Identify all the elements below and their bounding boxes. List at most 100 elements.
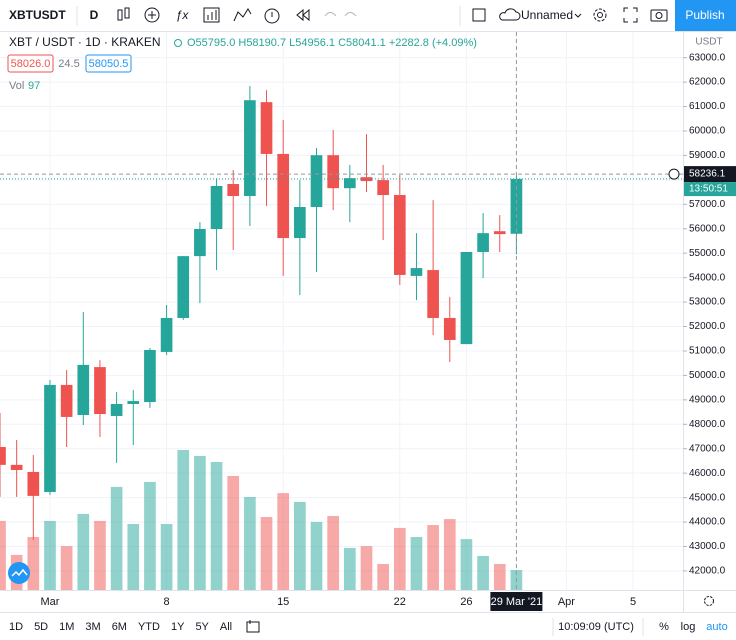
countdown: 13:50:51 — [689, 184, 728, 195]
indicators-icon[interactable] — [144, 7, 160, 23]
tv-logo — [8, 562, 30, 584]
x-tick-label: 22 — [394, 596, 406, 608]
publish-label[interactable]: Publish — [685, 8, 724, 22]
y-tick-label: 54000.0 — [689, 272, 726, 283]
auto-toggle[interactable]: auto — [706, 621, 727, 633]
volume-bar — [443, 519, 456, 590]
publish-button[interactable] — [675, 0, 736, 31]
range-button[interactable]: 1Y — [171, 621, 185, 633]
bars-icon[interactable] — [203, 7, 220, 23]
volume-bar — [210, 461, 223, 590]
volume-bar — [393, 527, 406, 590]
volume-bar — [410, 537, 423, 590]
volume-bar — [294, 501, 306, 590]
bottom-bar: 10:09:09 (UTC) % log auto 1D 5D 1M 3M 6M YTD 1… — [9, 618, 728, 636]
candle-body — [410, 268, 423, 276]
y-tick-label: 46000.0 — [689, 468, 726, 479]
candle-body — [393, 195, 406, 275]
candle-body — [44, 384, 56, 492]
dropdown-arrow[interactable] — [574, 13, 582, 18]
legend-pair: XBT / USDT · 1D · KRAKEN — [9, 35, 161, 49]
candles-icon[interactable] — [117, 7, 130, 21]
y-tick-label: 62000.0 — [689, 77, 726, 88]
candle-body — [144, 349, 156, 403]
y-tick-label: 52000.0 — [689, 321, 726, 332]
volume-bar — [110, 486, 123, 590]
x-tick-label: 29 Mar '21 — [491, 596, 543, 608]
replay-icon[interactable] — [296, 8, 310, 22]
candle-body — [294, 207, 306, 239]
candle-body — [210, 185, 223, 229]
snapshot-icon[interactable] — [650, 9, 668, 22]
volume-bar — [377, 564, 389, 590]
range-button[interactable]: 1M — [59, 621, 74, 633]
ask[interactable]: 58050.5 — [89, 58, 129, 70]
candle-body — [94, 367, 106, 415]
alert-icon[interactable] — [264, 8, 280, 24]
candle-body — [260, 102, 273, 154]
candle-body — [310, 155, 323, 208]
volume-bar — [493, 564, 506, 590]
layout-name[interactable]: Unnamed — [521, 8, 573, 22]
candle-body — [0, 447, 6, 465]
y-tick-label: 59000.0 — [689, 150, 726, 161]
x-tick-label: Mar — [40, 596, 59, 608]
symbol[interactable]: XBTUSDT — [9, 8, 66, 22]
candle-body — [60, 384, 73, 417]
x-tick-label: Apr — [558, 596, 575, 608]
cloud-icon[interactable] — [499, 8, 521, 21]
candle-body — [460, 251, 473, 345]
compare-icon[interactable] — [233, 8, 252, 22]
volume-bar — [94, 520, 106, 590]
volume-bar — [244, 497, 256, 590]
goto-icon[interactable] — [246, 620, 260, 633]
candle-body — [443, 317, 456, 340]
axis-settings[interactable] — [704, 596, 714, 606]
y-tick-label: 48000.0 — [689, 419, 726, 430]
log-toggle[interactable]: log — [681, 621, 696, 633]
range-button[interactable]: YTD — [138, 621, 160, 633]
volume-bar — [460, 539, 473, 590]
candle-body — [377, 180, 389, 196]
undo-icon[interactable] — [324, 12, 357, 17]
candle-body — [327, 155, 340, 189]
crosshair-price-box — [684, 166, 736, 183]
bid[interactable]: 58026.0 — [11, 58, 51, 70]
range-button[interactable]: 3M — [85, 621, 100, 633]
percent-toggle[interactable]: % — [659, 621, 669, 633]
range-button[interactable]: 6M — [112, 621, 127, 633]
candle-body — [160, 317, 173, 352]
volume-bar — [427, 525, 439, 590]
range-button[interactable]: 5Y — [195, 621, 209, 633]
volume-bar — [127, 524, 140, 590]
interval[interactable]: D — [90, 8, 99, 22]
crosshair-price-label: 58236.1 — [689, 169, 726, 180]
y-tick-label: 63000.0 — [689, 52, 726, 63]
candle-body — [227, 184, 240, 197]
y-tick-label: 50000.0 — [689, 370, 726, 381]
y-tick-label: 57000.0 — [689, 199, 726, 210]
market-status — [174, 39, 182, 47]
candle-body — [110, 404, 123, 416]
candle-body — [343, 178, 356, 189]
range-button[interactable]: All — [220, 621, 232, 633]
fullscreen-icon[interactable] — [623, 7, 638, 23]
candle-body — [127, 401, 140, 404]
layout-icon[interactable] — [472, 8, 486, 22]
y-tick-label: 61000.0 — [689, 101, 726, 112]
range-button[interactable]: 5D — [34, 621, 48, 633]
range-button[interactable]: 1D — [9, 621, 23, 633]
ask-box[interactable] — [85, 54, 132, 73]
legend-ohlc: O55795.0 H58190.7 L54956.1 C58041.1 +228… — [187, 37, 477, 49]
settings-icon[interactable] — [593, 8, 607, 22]
volume-bar — [177, 450, 190, 590]
bid-box[interactable] — [7, 54, 54, 73]
candle-body — [194, 228, 206, 257]
fx-icon[interactable]: ƒx — [176, 8, 190, 22]
candle-body — [77, 364, 90, 415]
volume-bar — [77, 513, 90, 590]
x-tick-label: 26 — [460, 596, 472, 608]
add-alert-button[interactable] — [668, 168, 680, 180]
volume-bar — [27, 537, 40, 590]
